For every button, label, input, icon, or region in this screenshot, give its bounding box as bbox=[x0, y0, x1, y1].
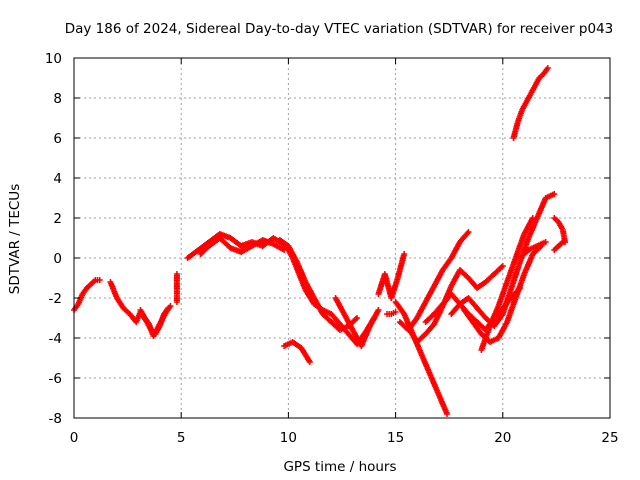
series-arc4 bbox=[173, 271, 180, 305]
y-tick-label: 2 bbox=[53, 211, 62, 227]
data-point-marker bbox=[529, 215, 536, 221]
data-point-marker bbox=[544, 65, 551, 71]
data-point-marker bbox=[542, 239, 549, 245]
y-tick-label: -4 bbox=[49, 331, 62, 347]
x-tick-label: 15 bbox=[387, 430, 404, 446]
x-tick-label: 20 bbox=[494, 430, 511, 446]
x-tick-label: 5 bbox=[177, 430, 186, 446]
axis-ticks: 0 5 10 15 20 25 -8 -6 -4 -2 0 2 4 6 8 10 bbox=[45, 51, 619, 446]
data-point-marker bbox=[561, 239, 568, 245]
data-point-marker bbox=[173, 299, 180, 305]
data-point-marker bbox=[465, 229, 472, 235]
series-arc20 bbox=[516, 239, 549, 261]
y-tick-label: -8 bbox=[49, 411, 62, 427]
y-tick-label: 6 bbox=[53, 131, 62, 147]
series-arc10 bbox=[375, 251, 408, 301]
series-arc2 bbox=[107, 279, 172, 337]
series-arc19 bbox=[510, 65, 551, 141]
series-arc1 bbox=[71, 277, 103, 313]
series-arc12 bbox=[392, 299, 451, 417]
data-point-marker bbox=[352, 316, 359, 323]
x-axis-label: GPS time / hours bbox=[283, 459, 396, 475]
data-point-marker bbox=[392, 309, 399, 315]
data-point-marker bbox=[167, 303, 174, 309]
y-tick-label: 0 bbox=[53, 251, 62, 267]
series-arc6 bbox=[197, 235, 288, 257]
y-tick-label: 4 bbox=[53, 171, 62, 187]
chart-title: Day 186 of 2024, Sidereal Day-to-day VTE… bbox=[65, 21, 614, 37]
data-point-marker bbox=[498, 264, 505, 271]
data-points bbox=[71, 65, 568, 417]
y-tick-label: -2 bbox=[49, 291, 62, 307]
data-point-marker bbox=[375, 307, 382, 313]
data-point-marker bbox=[306, 359, 313, 365]
data-point-marker bbox=[499, 263, 506, 269]
data-point-marker bbox=[444, 411, 451, 417]
series-arc14 bbox=[405, 263, 506, 345]
y-tick-label: -6 bbox=[49, 371, 62, 387]
series-arc3 bbox=[137, 303, 174, 339]
data-point-marker bbox=[354, 315, 361, 321]
x-tick-label: 10 bbox=[280, 430, 297, 446]
series-arc18 bbox=[478, 215, 536, 353]
y-tick-label: 8 bbox=[53, 91, 62, 107]
data-point-marker bbox=[551, 191, 558, 197]
series-arc9 bbox=[332, 295, 382, 349]
series-arc17 bbox=[461, 243, 545, 345]
y-tick-label: 10 bbox=[45, 51, 62, 67]
y-axis-label: SDTVAR / TECUs bbox=[7, 184, 23, 294]
series-arc8 bbox=[281, 339, 313, 365]
data-point-marker bbox=[401, 251, 408, 257]
plot-frame bbox=[73, 57, 611, 419]
series-arc11 bbox=[384, 309, 399, 317]
data-point-marker bbox=[96, 277, 103, 283]
x-tick-label: 0 bbox=[70, 430, 79, 446]
data-point-marker bbox=[281, 247, 288, 253]
x-tick-label: 25 bbox=[601, 430, 618, 446]
series-arc22 bbox=[551, 239, 568, 253]
